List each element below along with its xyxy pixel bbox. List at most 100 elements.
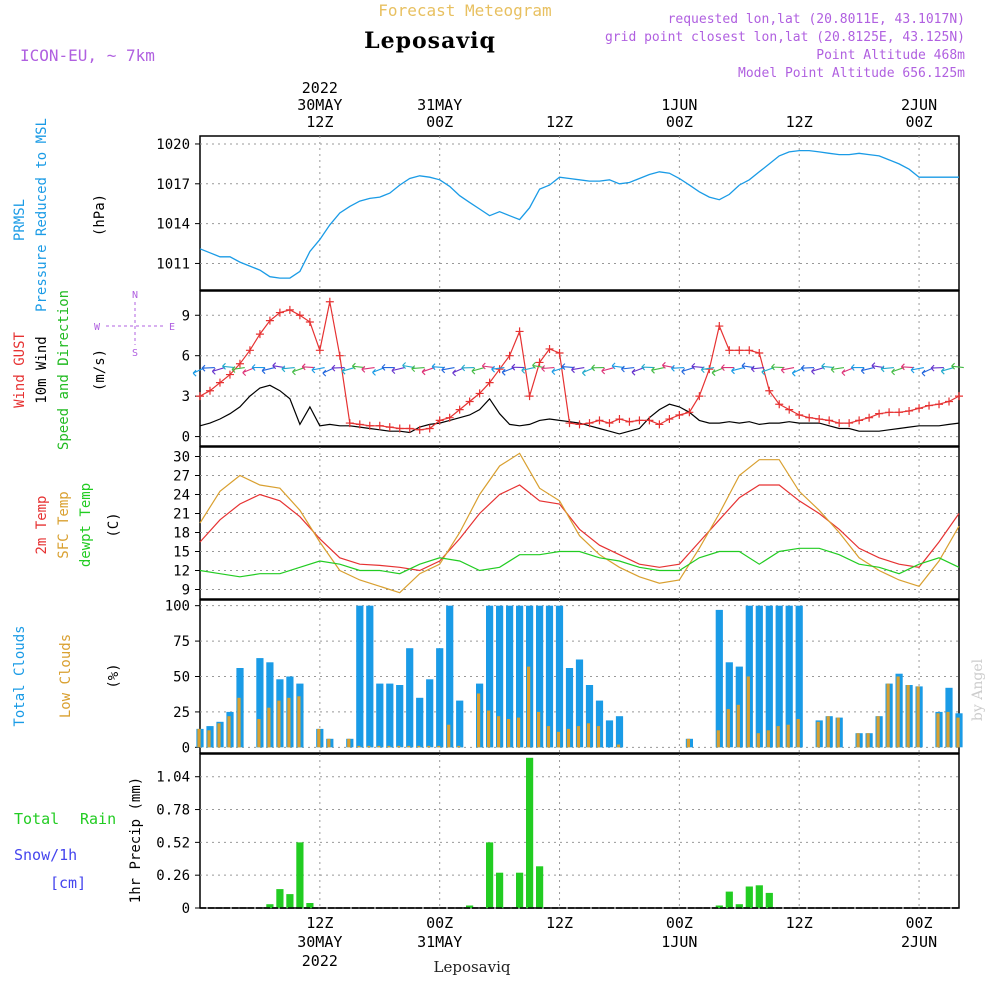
prmsl-line bbox=[199, 149, 959, 279]
low-cloud-bar bbox=[936, 713, 940, 748]
y-tick-label: 9 bbox=[182, 583, 190, 599]
gust-marker bbox=[505, 351, 514, 360]
wind-direction-arrow bbox=[850, 364, 864, 371]
low-cloud-bar bbox=[437, 745, 441, 748]
wind-direction-arrow bbox=[860, 367, 875, 375]
wind-direction-arrow bbox=[671, 364, 685, 372]
temp-label: 2m Temp bbox=[34, 495, 50, 554]
total-cloud-bar bbox=[506, 605, 514, 748]
top-axis-date: 31MAY bbox=[417, 96, 462, 114]
pressure-unit: (hPa) bbox=[92, 194, 108, 236]
gust-marker bbox=[675, 411, 684, 419]
rain-bar bbox=[725, 891, 733, 908]
total-cloud-bar bbox=[755, 605, 763, 748]
wind-direction-arrow bbox=[811, 367, 825, 375]
low-cloud-bar bbox=[786, 724, 790, 748]
point-altitude: Point Altitude 468m bbox=[816, 48, 965, 63]
gust-marker bbox=[945, 397, 954, 406]
low-cloud-bar bbox=[407, 745, 411, 748]
gust-marker bbox=[395, 424, 404, 433]
wind-direction-arrow bbox=[880, 365, 894, 373]
model-label: ICON-EU, ~ 7km bbox=[20, 46, 155, 65]
total-cloud-bar bbox=[715, 609, 723, 748]
low-cloud-bar bbox=[576, 726, 581, 748]
rain-bar bbox=[286, 894, 294, 908]
gust-marker bbox=[545, 344, 554, 353]
low-cloud-bar bbox=[257, 719, 261, 748]
gust-marker bbox=[765, 386, 774, 395]
wind-direction-arrow bbox=[780, 366, 795, 374]
gust-marker bbox=[855, 416, 864, 425]
y-tick-label: 75 bbox=[173, 634, 190, 650]
top-axis-date: 30MAY bbox=[297, 96, 342, 114]
rain-bar bbox=[536, 866, 544, 908]
compass-w: W bbox=[94, 322, 101, 333]
gust-marker bbox=[685, 408, 694, 417]
gust-marker bbox=[215, 378, 224, 387]
y-tick-label: 1017 bbox=[156, 177, 190, 193]
y-tick-label: 3 bbox=[182, 389, 190, 405]
rain-bar bbox=[496, 872, 504, 908]
low-cloud-bar bbox=[756, 733, 760, 748]
wind-direction-arrow bbox=[341, 367, 355, 375]
total-cloud-bar bbox=[416, 697, 424, 748]
gust-marker bbox=[205, 386, 214, 395]
wind-direction-arrow bbox=[910, 366, 924, 374]
cloud-unit: (%) bbox=[106, 663, 122, 688]
y-tick-label: 0.78 bbox=[156, 803, 190, 819]
y-tick-label: 0.52 bbox=[156, 835, 190, 851]
low-cloud-bar bbox=[556, 731, 561, 748]
gust-marker bbox=[885, 408, 894, 417]
low-cloud-bar bbox=[497, 716, 501, 748]
low-cloud-bar bbox=[447, 724, 451, 748]
gust-marker bbox=[425, 424, 434, 433]
low-cloud-bar bbox=[517, 717, 521, 748]
gust-marker bbox=[805, 413, 814, 422]
low-cloud-bar bbox=[906, 685, 910, 748]
total-cloud-bar bbox=[436, 648, 444, 748]
gust-marker bbox=[535, 358, 544, 367]
low-cloud-bar bbox=[726, 709, 730, 748]
requested-coords: requested lon,lat (20.8011E, 43.1017N) bbox=[668, 12, 965, 27]
gust-marker bbox=[815, 415, 824, 424]
wind-direction-arrow bbox=[431, 363, 445, 371]
gust-marker bbox=[305, 318, 314, 326]
gust-marker bbox=[495, 365, 504, 374]
low-cloud-bar bbox=[477, 693, 481, 748]
wind-direction-arrow bbox=[571, 366, 585, 374]
y-tick-label: 30 bbox=[173, 450, 190, 466]
low-cloud-bar bbox=[856, 733, 860, 748]
snow-label: Snow/1h bbox=[14, 846, 77, 864]
wind-direction-arrow bbox=[651, 366, 665, 374]
y-tick-label: 0 bbox=[182, 740, 190, 756]
gust-marker bbox=[375, 421, 384, 430]
gust-marker bbox=[255, 330, 264, 339]
gust-marker bbox=[655, 420, 664, 429]
rain-bar bbox=[276, 889, 284, 908]
wind-direction-arrow bbox=[391, 367, 405, 374]
y-tick-label: 1.04 bbox=[156, 770, 190, 786]
low-cloud-bar bbox=[876, 716, 880, 748]
top-axis-hour: 12Z bbox=[786, 113, 813, 131]
wind10m-label: 10m Wind bbox=[34, 336, 50, 403]
model-altitude: Model Point Altitude 656.125m bbox=[738, 66, 965, 81]
y-tick-label: 1014 bbox=[156, 217, 190, 233]
bottom-axis-date: 30MAY bbox=[297, 933, 342, 951]
gust-marker bbox=[465, 397, 474, 406]
rain-bar bbox=[466, 905, 474, 908]
wind-direction-arrow bbox=[551, 367, 565, 375]
wind-direction-arrow bbox=[481, 362, 495, 370]
compass-rose: N S W E bbox=[94, 290, 175, 359]
gust-marker bbox=[645, 416, 654, 425]
top-axis-hour: 12Z bbox=[306, 113, 333, 131]
gust-marker bbox=[745, 346, 754, 355]
low-cloud-bar bbox=[457, 745, 461, 748]
top-axis-date: 1JUN bbox=[661, 96, 697, 114]
y-tick-label: 27 bbox=[173, 469, 190, 485]
wind-direction-arrow bbox=[721, 364, 735, 371]
wind-dir-label: Speed and Direction bbox=[56, 290, 72, 450]
low-cloud-bar bbox=[796, 719, 800, 748]
gust-marker bbox=[285, 305, 294, 314]
total-rain-label: Total bbox=[14, 810, 59, 828]
gust-marker bbox=[925, 401, 934, 410]
